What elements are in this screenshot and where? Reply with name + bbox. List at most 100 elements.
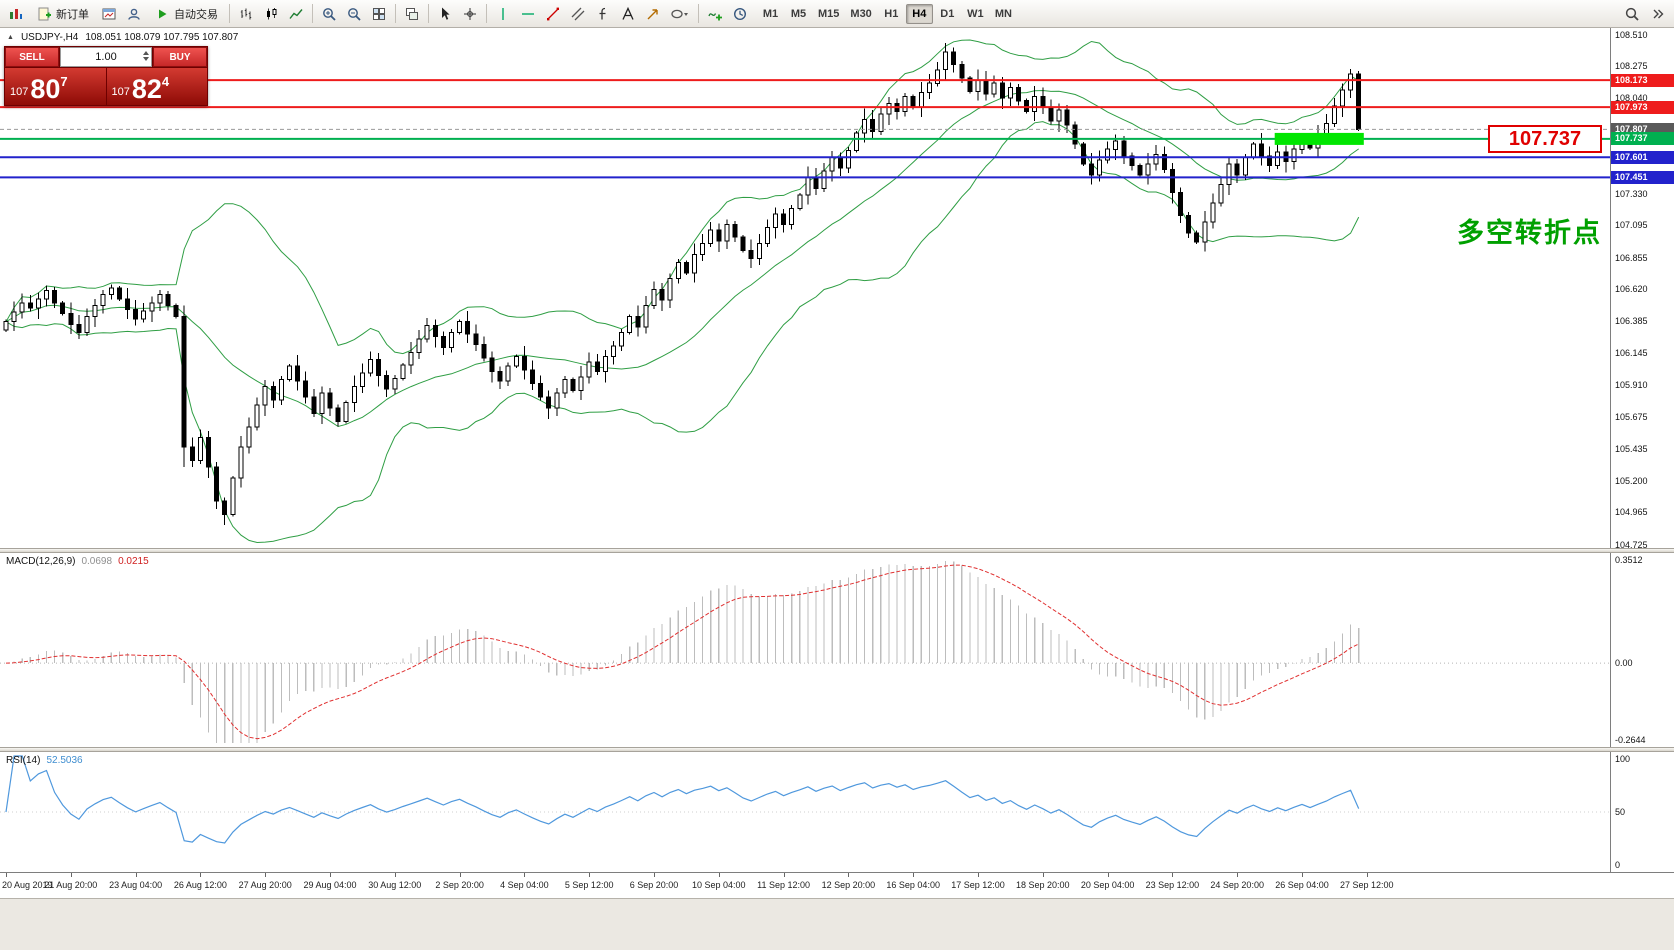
candle-body: [44, 290, 49, 300]
time-axis-label: 18 Sep 20:00: [1016, 880, 1070, 890]
candle-body: [862, 119, 868, 134]
time-tick: [589, 873, 591, 877]
timeframe-button-m15[interactable]: M15: [813, 4, 844, 24]
macd-subwindow[interactable]: [0, 553, 1610, 747]
timeframe-button-d1[interactable]: D1: [934, 4, 961, 24]
candle-body: [416, 338, 422, 354]
fibonacci-icon: [599, 7, 606, 19]
sell-button[interactable]: SELL: [5, 47, 59, 67]
channel-button[interactable]: [566, 2, 590, 25]
highlight-rectangle[interactable]: [1274, 132, 1364, 145]
price-scale[interactable]: 108.510108.275108.040107.805107.570107.3…: [1610, 28, 1674, 872]
volume-value: 1.00: [95, 51, 117, 63]
candle-body: [1267, 155, 1273, 166]
candle-body: [854, 132, 859, 152]
fibonacci-button[interactable]: [591, 2, 615, 25]
candle-body: [1105, 148, 1111, 161]
candle-body: [943, 51, 949, 71]
trendline-button[interactable]: [541, 2, 565, 25]
time-tick: [848, 873, 850, 877]
toolbar-overflow-button[interactable]: [1646, 2, 1670, 25]
price-level-callout[interactable]: 107.737: [1488, 125, 1602, 153]
candle-body: [189, 446, 195, 461]
candle-body: [627, 315, 633, 333]
text-label-button[interactable]: [616, 2, 640, 25]
time-axis-label: 6 Sep 20:00: [629, 880, 679, 890]
buy-price-prefix: 107: [111, 86, 130, 98]
time-tick: [1366, 873, 1368, 877]
symbol-search-button[interactable]: [1620, 2, 1644, 25]
cursor-button[interactable]: [433, 2, 457, 25]
candle-body: [214, 466, 220, 502]
candle-body: [1088, 163, 1094, 176]
bar-chart-button[interactable]: [234, 2, 258, 25]
crosshair-button[interactable]: [458, 2, 482, 25]
indicators-button[interactable]: [703, 2, 727, 25]
candle-body: [845, 150, 851, 169]
horizontal-line-button[interactable]: [516, 2, 540, 25]
candle-body: [570, 379, 576, 391]
timeframe-button-w1[interactable]: W1: [962, 4, 989, 24]
candle-body: [1080, 143, 1086, 165]
main-chart[interactable]: [0, 28, 1610, 548]
price-tick-label: 107.095: [1615, 220, 1648, 231]
panel-separator[interactable]: [0, 747, 1674, 752]
candle-body: [68, 313, 74, 325]
timeframe-button-mn[interactable]: MN: [990, 4, 1017, 24]
shapes-dropdown-button[interactable]: [666, 2, 694, 25]
chart-ohlc-header: ▲ USDJPY-,H4 108.051 108.079 107.795 107…: [7, 32, 238, 43]
panel-separator[interactable]: [0, 548, 1674, 553]
periods-button[interactable]: [728, 2, 752, 25]
candle-body: [3, 321, 9, 331]
chart-window-button[interactable]: [97, 2, 121, 25]
candle-body: [157, 294, 163, 304]
time-axis-label: 16 Sep 04:00: [886, 880, 940, 890]
candle-body: [975, 80, 981, 92]
buy-price-display[interactable]: 107 82 4: [106, 68, 207, 105]
autotrade-button[interactable]: 自动交易: [147, 2, 225, 25]
turning-point-annotation[interactable]: 多空转折点: [1457, 218, 1602, 248]
new-order-button[interactable]: 新订单: [29, 2, 96, 25]
timeframe-button-m5[interactable]: M5: [785, 4, 812, 24]
channel-icon: [571, 7, 585, 20]
time-tick: [200, 873, 202, 877]
time-axis-label: 21 Aug 20:00: [44, 880, 98, 890]
candle-body: [959, 63, 965, 79]
timeframe-button-m1[interactable]: M1: [757, 4, 784, 24]
candle-body: [481, 344, 487, 359]
profile-button[interactable]: [122, 2, 146, 25]
buy-button[interactable]: BUY: [153, 47, 207, 67]
zoom-in-button[interactable]: [317, 2, 341, 25]
volume-increase-icon[interactable]: [143, 51, 149, 55]
timeframe-button-m30[interactable]: M30: [845, 4, 876, 24]
collapse-panel-icon[interactable]: ▲: [7, 34, 14, 41]
timeframe-button-h4[interactable]: H4: [905, 3, 933, 24]
timeframe-button-h1[interactable]: H1: [878, 4, 905, 24]
candle-body: [311, 396, 317, 414]
buy-price-big: 82: [131, 74, 162, 104]
candle-body: [538, 383, 544, 398]
candle-body: [837, 156, 843, 169]
cascade-windows-button[interactable]: [400, 2, 424, 25]
zoom-out-button[interactable]: [342, 2, 366, 25]
indicator-axis-label: -0.2644: [1615, 735, 1646, 745]
price-tick-label: 105.200: [1615, 475, 1648, 486]
rsi-subwindow[interactable]: [0, 752, 1610, 872]
indicator-axis-label: 0: [1615, 860, 1621, 870]
indicator-axis-label: 0.3512: [1615, 555, 1643, 565]
sell-price-display[interactable]: 107 80 7: [5, 68, 106, 105]
time-scale[interactable]: 20 Aug 2019 21 Aug 20:00 23 Aug 04:00 26 Au…: [0, 872, 1674, 898]
candle-body: [724, 224, 730, 242]
volume-input[interactable]: 1.00: [60, 47, 152, 67]
time-axis-label: 12 Sep 20:00: [821, 880, 876, 890]
vertical-line-button[interactable]: [491, 2, 515, 25]
arrow-tool-button[interactable]: [641, 2, 665, 25]
time-axis-label: 11 Sep 12:00: [757, 880, 811, 890]
candle-body: [76, 323, 82, 333]
candle-body: [983, 80, 989, 95]
volume-decrease-icon[interactable]: [143, 57, 149, 61]
candlestick-chart-button[interactable]: [259, 2, 283, 25]
toolbar-separator: [428, 4, 429, 23]
line-chart-button[interactable]: [284, 2, 308, 25]
tile-windows-button[interactable]: [367, 2, 391, 25]
